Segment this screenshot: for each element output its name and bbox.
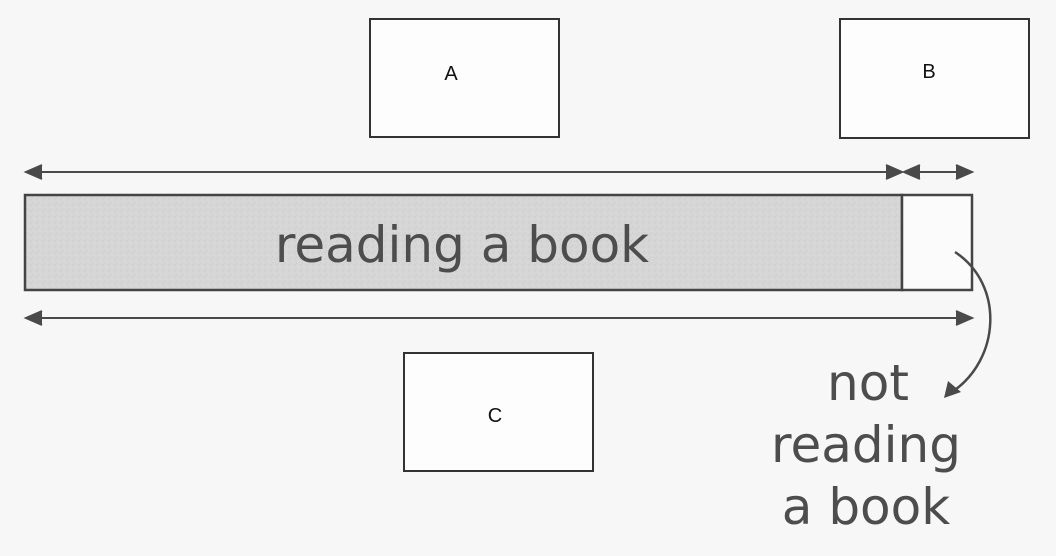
reading-bar-label: reading a book xyxy=(275,216,649,274)
answer-box-b[interactable]: B xyxy=(839,18,1030,139)
not-reading-label: not reading a book xyxy=(771,354,961,536)
not-reading-label-line-3: a book xyxy=(782,478,950,536)
answer-box-c-label: C xyxy=(488,405,502,427)
not-reading-bar-segment xyxy=(900,193,974,292)
curved-pointer-arrow xyxy=(944,250,992,398)
answer-box-a[interactable]: A xyxy=(369,18,560,138)
answer-box-b-frame xyxy=(839,18,1030,139)
reading-bar-segment xyxy=(23,193,904,292)
answer-box-c[interactable]: C xyxy=(403,352,594,472)
answer-box-a-label: A xyxy=(444,63,458,85)
not-reading-label-line-2: reading xyxy=(771,416,961,474)
answer-box-a-frame xyxy=(369,18,560,138)
total-span-arrow xyxy=(23,310,975,326)
answer-box-b-label: B xyxy=(922,61,935,83)
not-reading-label-line-1: not xyxy=(827,354,909,412)
answer-box-c-frame xyxy=(403,352,594,472)
not-reading-span-arrow xyxy=(901,164,975,180)
reading-span-arrow xyxy=(23,164,905,180)
